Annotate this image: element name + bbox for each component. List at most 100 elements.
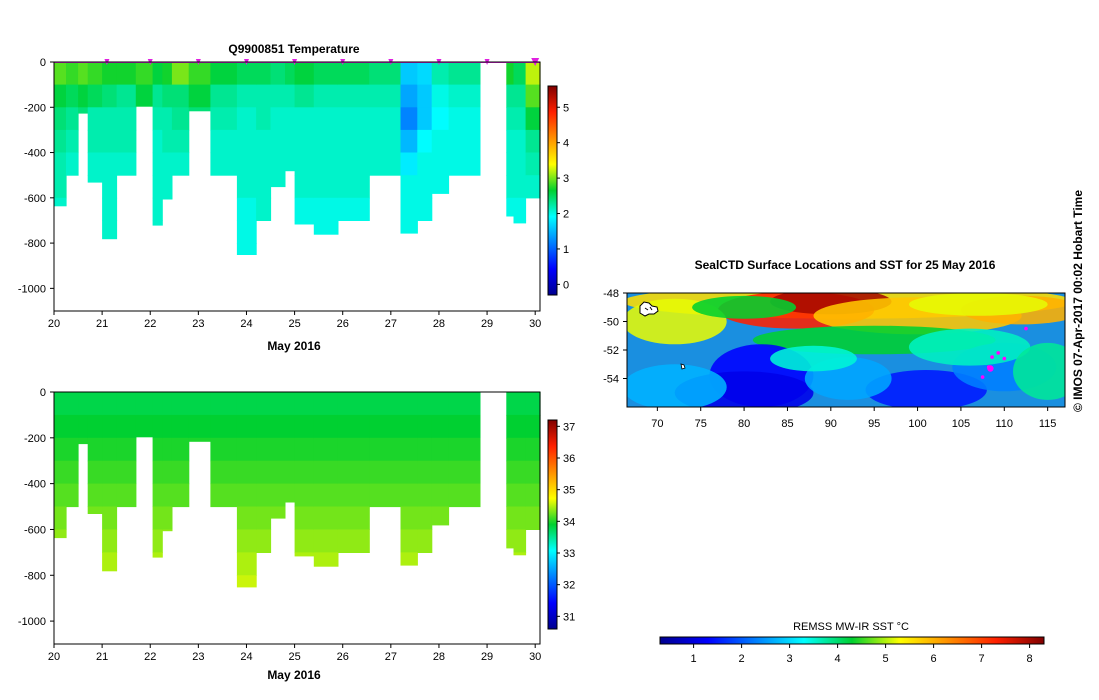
colorbar-tick-label: 1 (563, 244, 569, 256)
section-cell (152, 483, 163, 508)
map-x-tick-label: 75 (695, 418, 707, 430)
x-tick-label: 25 (288, 318, 300, 330)
section-cell (87, 84, 103, 108)
map-x-tick-label: 80 (738, 418, 750, 430)
section-cell (400, 414, 418, 439)
section-cell (162, 437, 173, 462)
section-cell (78, 84, 89, 108)
section-cell (417, 483, 433, 508)
section-cell (513, 62, 527, 86)
colorbar-tick-label: 36 (563, 453, 575, 465)
section-cell (54, 175, 67, 199)
section-cell (78, 107, 89, 114)
section-cell (369, 62, 402, 86)
section-cell (513, 129, 527, 154)
section-cell (135, 392, 154, 416)
track-point (1024, 326, 1028, 331)
section-cell (513, 552, 527, 556)
section-cell (66, 392, 79, 416)
section-cell (152, 392, 163, 416)
section-cell (162, 392, 173, 416)
section-cell (236, 243, 257, 255)
section-cell (210, 62, 238, 86)
section-cell (152, 84, 163, 108)
section-cell (369, 437, 402, 462)
y-tick-label: -1000 (18, 283, 46, 295)
colorbar-tick-label: 35 (563, 485, 575, 497)
section-cell (417, 129, 433, 154)
section-cell (431, 437, 450, 462)
section-cell (152, 62, 163, 86)
section-cell (313, 62, 339, 86)
section-cell (256, 175, 272, 199)
section-cell (54, 107, 67, 131)
colorbar-tick-label: 0 (563, 279, 569, 291)
section-cell (431, 460, 450, 485)
temperature-section-chart: Q9900851 Temperature 20 21 22 23 24 25 26 27 28 2… (18, 42, 569, 353)
y-tick-label: -600 (24, 524, 46, 536)
section-cell (525, 62, 541, 86)
section-cell (256, 437, 272, 462)
section-cell (116, 129, 137, 154)
section-cell (102, 483, 118, 508)
sst-patch (770, 345, 857, 372)
section-cell (313, 483, 339, 508)
section-cell (448, 437, 481, 462)
section-cell (506, 107, 515, 131)
temperature-plot-frame (53, 61, 541, 312)
salinity-cells (54, 392, 541, 588)
section-cell (506, 84, 515, 108)
section-cell (102, 392, 118, 416)
section-cell (152, 152, 163, 176)
section-cell (285, 483, 296, 503)
section-cell (400, 197, 418, 221)
section-cell (431, 84, 450, 108)
section-cell (337, 175, 370, 199)
section-cell (270, 175, 286, 188)
section-cell (87, 62, 103, 86)
section-cell (270, 107, 286, 131)
y-tick-label: -400 (24, 479, 46, 491)
section-cell (513, 392, 527, 416)
section-cell (525, 129, 541, 154)
section-cell (102, 414, 118, 439)
section-cell (256, 414, 272, 439)
section-cell (54, 197, 67, 207)
section-cell (525, 175, 541, 199)
section-cell (162, 84, 173, 108)
section-cell (236, 197, 257, 221)
temperature-chart-title: Q9900851 Temperature (228, 42, 360, 56)
section-cell (400, 84, 418, 108)
section-cell (313, 129, 339, 154)
section-cell (417, 392, 433, 416)
section-cell (294, 84, 315, 108)
section-cell (236, 220, 257, 244)
salinity-x-axis: 20 21 22 23 24 25 26 27 28 29 30 (48, 644, 541, 663)
section-cell (87, 152, 103, 176)
section-cell (448, 460, 481, 485)
section-cell (102, 152, 118, 176)
section-cell (400, 392, 418, 416)
section-cell (210, 129, 238, 154)
section-cell (54, 529, 67, 539)
colorbar-tick-label: 31 (563, 611, 575, 623)
section-cell (188, 107, 211, 112)
y-tick-label: -800 (24, 238, 46, 250)
section-cell (54, 483, 67, 508)
section-cell (152, 197, 163, 221)
map-title: SealCTD Surface Locations and SST for 25… (695, 258, 996, 272)
map-x-tick-label: 115 (1039, 418, 1057, 430)
section-cell (135, 62, 154, 86)
section-cell (513, 414, 527, 439)
map-y-tick-label: -54 (603, 374, 619, 386)
section-cell (525, 506, 541, 530)
section-cell (525, 460, 541, 485)
section-cell (236, 414, 257, 439)
section-cell (116, 460, 137, 485)
section-cell (54, 62, 67, 86)
section-cell (188, 437, 211, 442)
y-tick-label: -600 (24, 193, 46, 205)
section-cell (102, 84, 118, 108)
map-y-tick-label: -50 (603, 317, 619, 329)
colorbar-tick-label: 33 (563, 548, 575, 560)
